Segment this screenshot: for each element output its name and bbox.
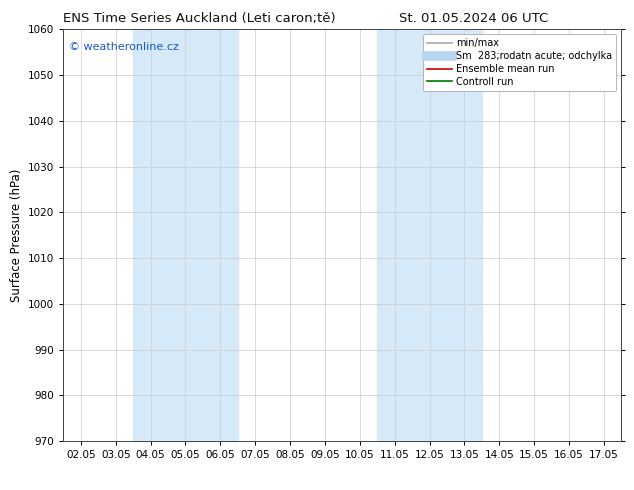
Legend: min/max, Sm  283;rodatn acute; odchylka, Ensemble mean run, Controll run: min/max, Sm 283;rodatn acute; odchylka, … [424,34,616,91]
Y-axis label: Surface Pressure (hPa): Surface Pressure (hPa) [10,169,23,302]
Text: St. 01.05.2024 06 UTC: St. 01.05.2024 06 UTC [399,12,548,25]
Text: ENS Time Series Auckland (Leti caron;tě): ENS Time Series Auckland (Leti caron;tě) [63,12,336,25]
Bar [377,29,482,441]
Bar [133,29,238,441]
Text: © weatheronline.cz: © weatheronline.cz [69,42,179,52]
